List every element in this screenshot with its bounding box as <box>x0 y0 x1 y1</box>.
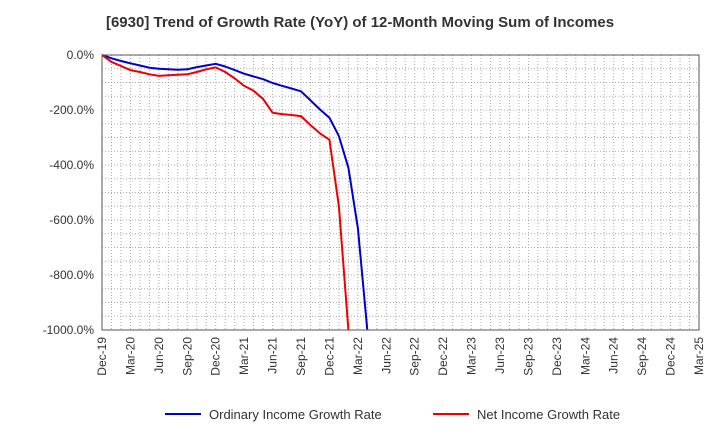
legend-layer: Ordinary Income Growth Rate Net Income Gr… <box>165 407 620 422</box>
x-tick-label: Dec-22 <box>436 337 450 376</box>
x-tick-label: Mar-25 <box>692 337 706 375</box>
chart-title: [6930] Trend of Growth Rate (YoY) of 12-… <box>105 14 615 31</box>
x-tick-label: Mar-22 <box>351 337 365 375</box>
x-tick-label: Dec-20 <box>209 337 223 376</box>
x-tick-label: Jun-22 <box>379 337 393 374</box>
x-tick-label: Sep-24 <box>635 337 649 376</box>
legend-label-1: Net Income Growth Rate <box>477 407 620 422</box>
x-tick-label: Sep-20 <box>180 337 194 376</box>
x-tick-label: Dec-23 <box>550 337 564 376</box>
x-tick-label: Jun-23 <box>493 337 507 374</box>
plot-border <box>101 54 700 331</box>
series-line-1 <box>102 54 350 330</box>
x-tick-label: Mar-21 <box>237 337 251 375</box>
series-line-0 <box>102 54 369 330</box>
x-tick-label: Sep-21 <box>294 337 308 376</box>
x-tick-label: Mar-23 <box>465 337 479 375</box>
x-tick-label: Dec-21 <box>322 337 336 376</box>
x-tick-label: Jun-21 <box>266 337 280 374</box>
y-tick-label: -200.0% <box>49 103 94 117</box>
y-tick-label: 0.0% <box>67 48 95 62</box>
x-tick-label: Sep-22 <box>408 337 422 376</box>
x-tick-label: Sep-23 <box>521 337 535 376</box>
x-tick-label: Mar-20 <box>123 337 137 375</box>
x-tick-label: Dec-19 <box>95 337 109 376</box>
x-tick-label: Dec-24 <box>664 337 678 376</box>
x-tick-label: Jun-24 <box>607 337 621 374</box>
grid-layer <box>101 54 700 331</box>
y-tick-label: -1000.0% <box>43 323 95 337</box>
y-tick-label: -400.0% <box>49 158 94 172</box>
y-tick-label: -600.0% <box>49 213 94 227</box>
y-tick-label: -800.0% <box>49 268 94 282</box>
legend-label-0: Ordinary Income Growth Rate <box>209 407 382 422</box>
series-layer <box>102 54 369 330</box>
axis-layer: 0.0% -200.0% -400.0% -600.0% -800.0% -1000.0%… <box>43 48 706 376</box>
x-tick-label: Jun-20 <box>152 337 166 374</box>
x-tick-label: Mar-24 <box>578 337 592 375</box>
